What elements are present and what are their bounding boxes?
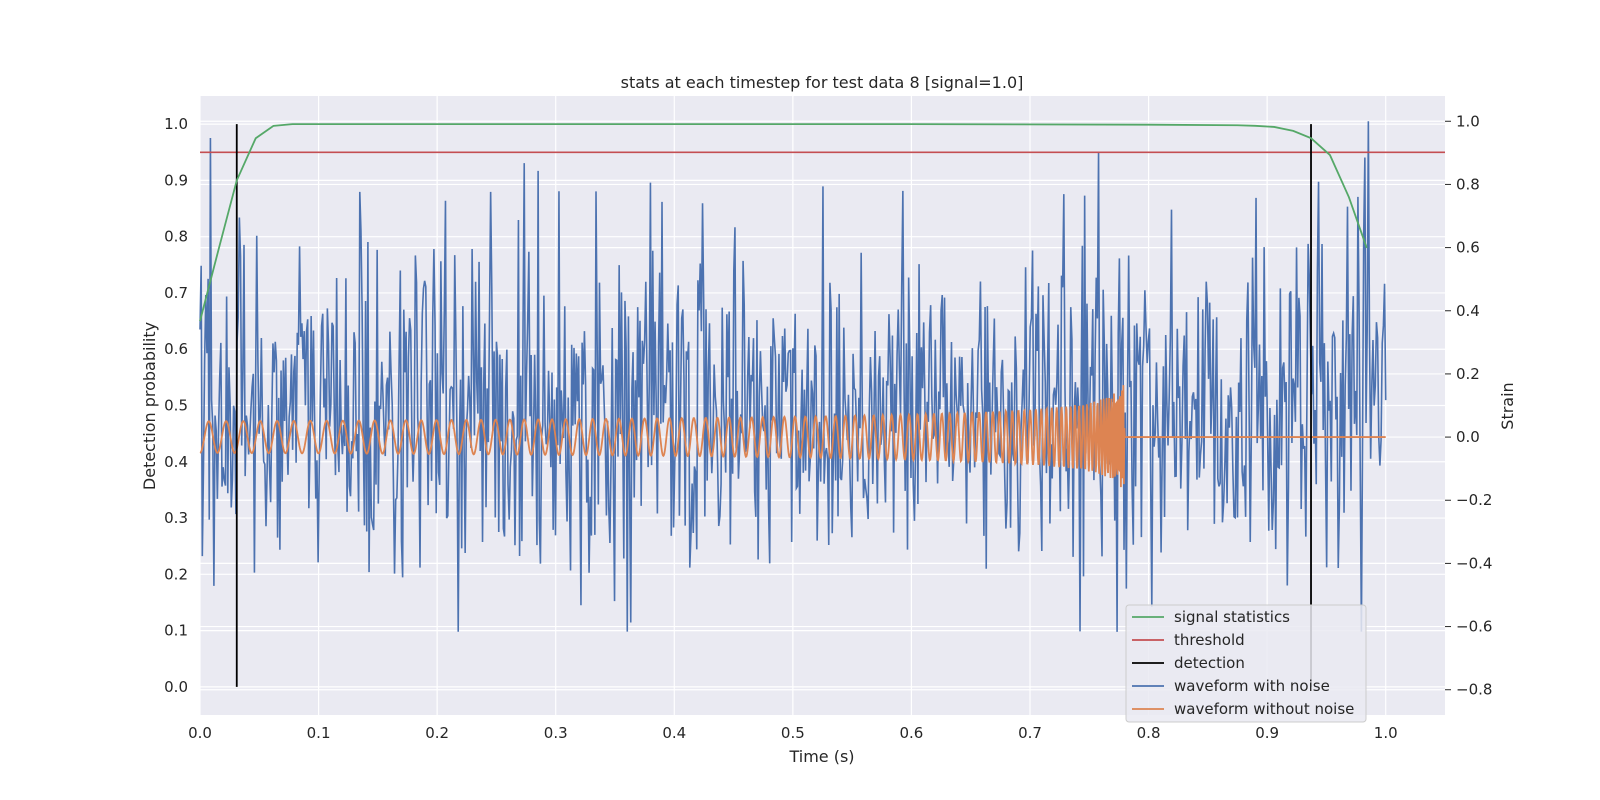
y-axis-ticks: 0.0 0.1 0.2 0.3 0.4 0.5 0.6 0.7 0.8 0.9 1.0: [164, 115, 188, 696]
line-waveform-with-noise: [199, 121, 1387, 632]
legend: signal statistics threshold detection wa…: [1125, 604, 1367, 723]
y-tick-label: 0.1: [164, 622, 188, 640]
y2-tick-label: −0.4: [1456, 554, 1492, 572]
x-axis-ticks: 0.0 0.1 0.2 0.3 0.4 0.5 0.6 0.7 0.8 0.9 1.0: [188, 724, 1398, 742]
y-tick-label: 0.8: [164, 228, 188, 246]
legend-label-detection: detection: [1174, 654, 1245, 672]
y2-tick-label: 0.6: [1456, 239, 1480, 257]
x-tick-label: 0.4: [662, 724, 686, 742]
y-tick-label: 0.6: [164, 340, 188, 358]
x-tick-label: 0.7: [1018, 724, 1042, 742]
legend-label-threshold: threshold: [1174, 631, 1245, 649]
y2-tick-label: 0.8: [1456, 175, 1480, 193]
y-axis-label: Detection probability: [140, 322, 159, 490]
x-tick-label: 0.9: [1255, 724, 1279, 742]
legend-label-waveform-with-noise: waveform with noise: [1174, 677, 1330, 695]
x-tick-label: 0.3: [544, 724, 568, 742]
y2-tick-label: 0.0: [1456, 428, 1480, 446]
y2-tick-label: −0.2: [1456, 491, 1492, 509]
y-tick-label: 0.9: [164, 171, 188, 189]
y2-tick-label: 0.4: [1456, 302, 1480, 320]
y-tick-label: 0.2: [164, 565, 188, 583]
y-tick-label: 0.5: [164, 397, 188, 415]
y-tick-label: 1.0: [164, 115, 188, 133]
legend-box: [1125, 604, 1367, 723]
x-tick-label: 1.0: [1374, 724, 1398, 742]
y-tick-label: 0.7: [164, 284, 188, 302]
x-tick-label: 0.1: [307, 724, 331, 742]
series-waveform-with-noise: [199, 121, 1387, 632]
legend-label-waveform-without-noise: waveform without noise: [1174, 700, 1354, 718]
y2-tick-label: −0.6: [1456, 618, 1492, 636]
line-signal-statistics: [199, 123, 1368, 322]
y2-axis-ticks: 1.0 0.8 0.6 0.4 0.2 0.0 −0.2 −0.4 −0.6 −0.8: [1445, 112, 1492, 699]
x-tick-label: 0.6: [899, 724, 923, 742]
x-tick-label: 0.0: [188, 724, 212, 742]
chart-title: stats at each timestep for test data 8 […: [621, 73, 1024, 92]
y-tick-label: 0.3: [164, 509, 188, 527]
x-tick-label: 0.5: [781, 724, 805, 742]
x-axis-label: Time (s): [788, 747, 854, 766]
y2-tick-label: 0.2: [1456, 365, 1480, 383]
series-waveform-without-noise: [199, 385, 1386, 488]
y2-tick-label: −0.8: [1456, 681, 1492, 699]
y2-axis-label: Strain: [1498, 382, 1517, 429]
x-tick-label: 0.8: [1137, 724, 1161, 742]
y2-tick-label: 1.0: [1456, 112, 1480, 130]
y-tick-label: 0.0: [164, 678, 188, 696]
y-tick-label: 0.4: [164, 453, 188, 471]
series-signal-statistics-group: [199, 123, 1445, 687]
x-tick-label: 0.2: [425, 724, 449, 742]
legend-label-signal-statistics: signal statistics: [1174, 608, 1290, 626]
line-waveform-without-noise: [199, 385, 1386, 488]
